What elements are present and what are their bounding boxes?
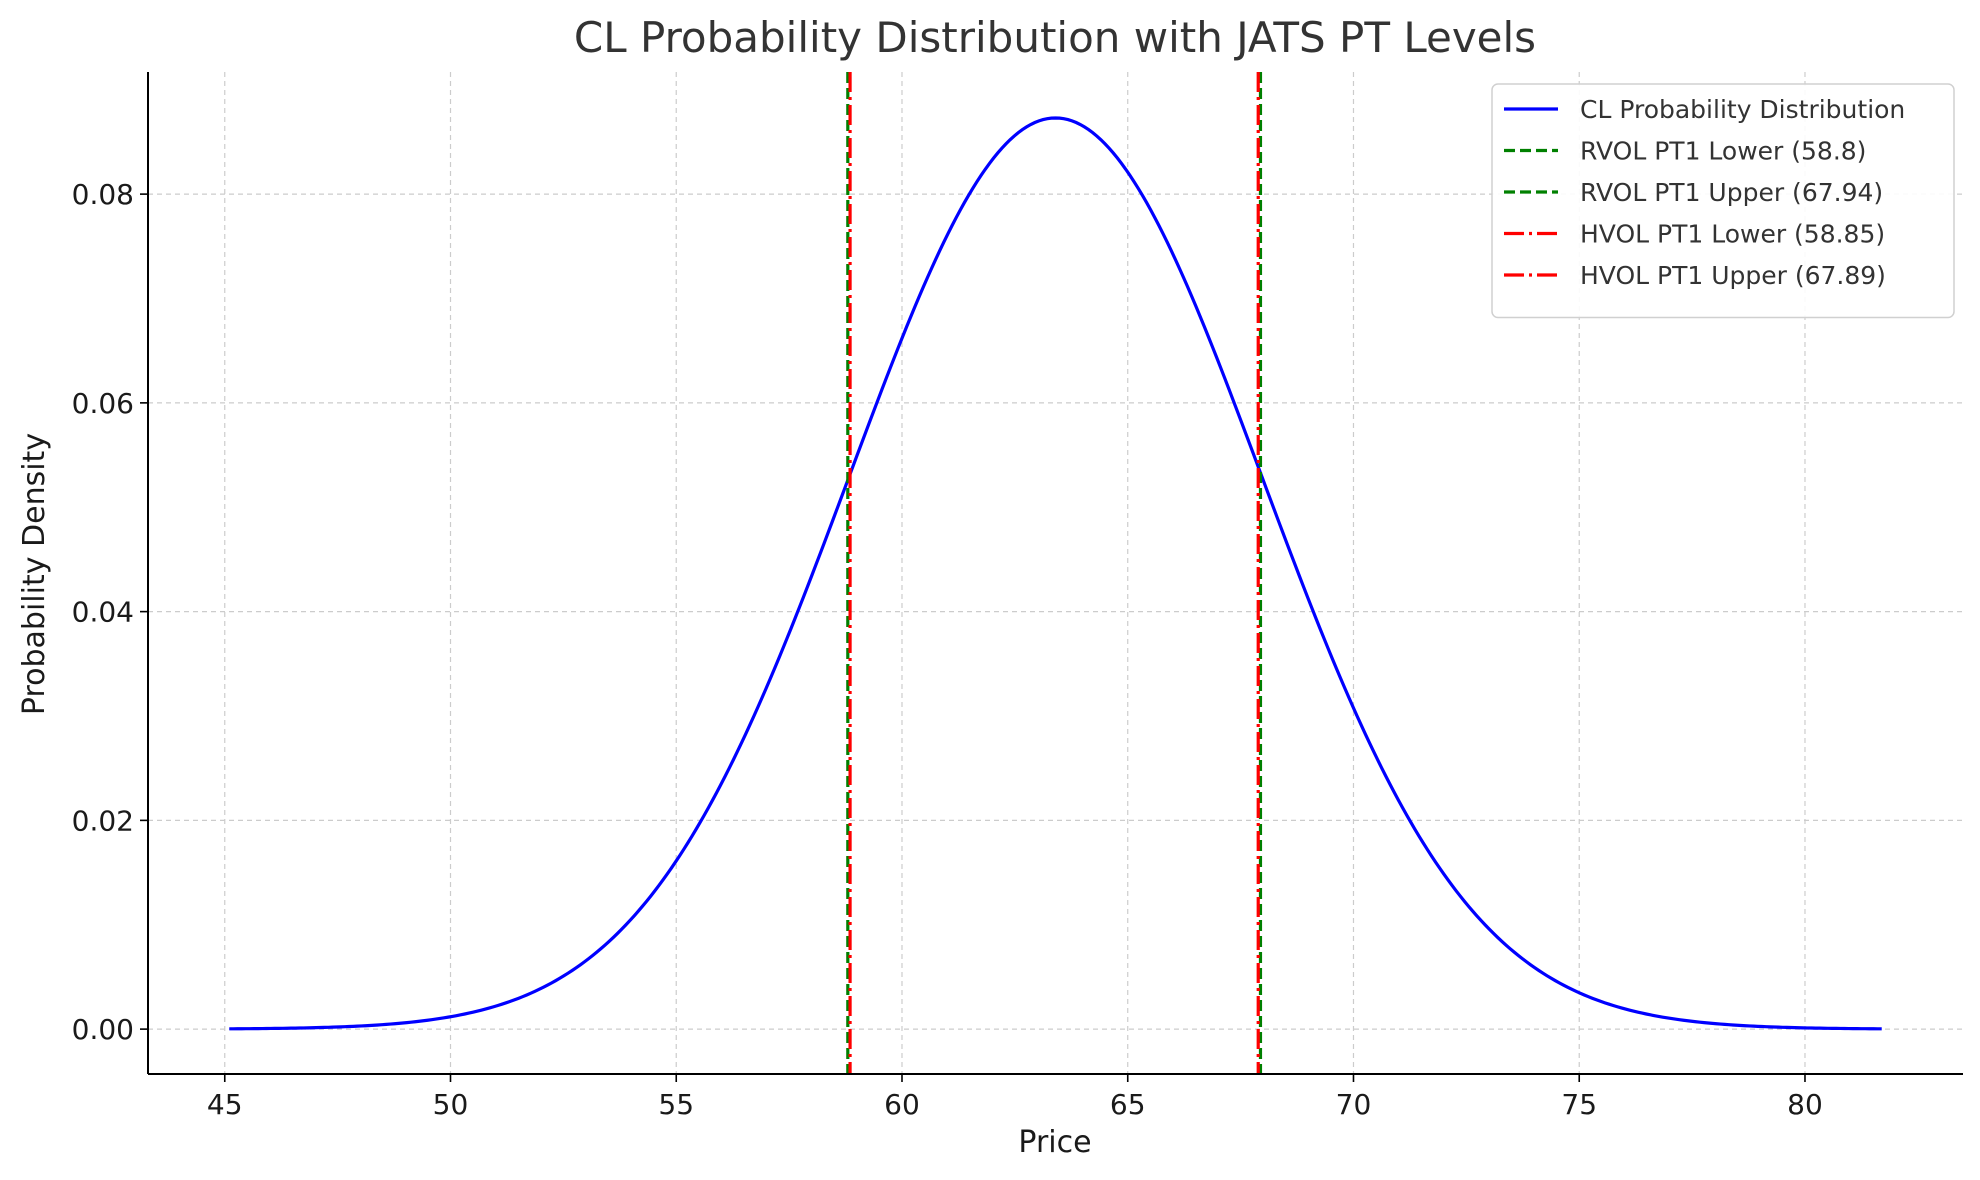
vline-layer <box>846 72 1263 1074</box>
y-tick-label: 0.00 <box>72 1013 134 1046</box>
x-ticks: 45 50 55 60 65 70 75 80 <box>207 1074 1823 1121</box>
y-tick-label: 0.06 <box>72 387 134 420</box>
x-tick-label: 80 <box>1787 1088 1823 1121</box>
legend: CL Probability Distribution RVOL PT1 Lowe… <box>1491 83 1955 319</box>
x-tick-label: 60 <box>884 1088 920 1121</box>
x-tick-label: 65 <box>1110 1088 1146 1121</box>
legend-label: CL Probability Distribution <box>1580 95 1905 124</box>
legend-label: RVOL PT1 Upper (67.94) <box>1580 178 1883 207</box>
x-axis-label: Price <box>1018 1125 1091 1160</box>
y-tick-label: 0.02 <box>72 804 134 837</box>
legend-box <box>1491 83 1955 319</box>
x-tick-label: 75 <box>1561 1088 1597 1121</box>
y-tick-label: 0.08 <box>72 178 134 211</box>
y-ticks: 0.00 0.02 0.04 0.06 0.08 <box>72 178 148 1046</box>
x-tick-label: 55 <box>658 1088 694 1121</box>
legend-label: HVOL PT1 Upper (67.89) <box>1580 261 1886 290</box>
x-tick-label: 50 <box>433 1088 469 1121</box>
legend-label: HVOL PT1 Lower (58.85) <box>1580 220 1885 249</box>
y-axis-label: Probability Density <box>17 433 52 715</box>
x-tick-label: 70 <box>1336 1088 1372 1121</box>
x-tick-label: 45 <box>207 1088 243 1121</box>
y-tick-label: 0.04 <box>72 596 134 629</box>
distribution-curve <box>229 116 1882 1031</box>
series-layer <box>229 116 1882 1031</box>
legend-label: RVOL PT1 Lower (58.8) <box>1580 137 1866 166</box>
chart-title: CL Probability Distribution with JATS PT… <box>574 13 1536 62</box>
